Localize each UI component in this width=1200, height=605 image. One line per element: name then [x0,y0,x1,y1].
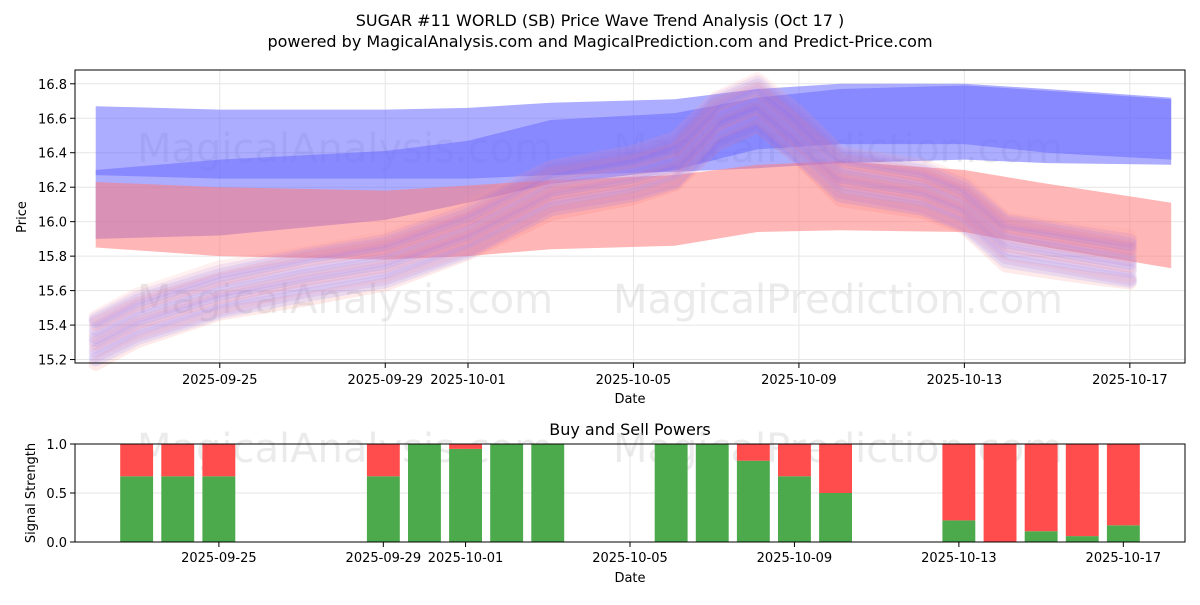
price-y-tick-label: 16.2 [38,181,67,196]
price-x-tick-label: 2025-10-09 [761,373,837,388]
price-y-tick-label: 15.6 [38,285,67,300]
price-wave-line [88,87,1137,339]
buy-power-bar [695,444,729,542]
buy-power-bar [778,476,811,542]
power-y-tick-label: 0.5 [46,487,67,502]
power-y-axis-label: Signal Strength [24,443,39,543]
sell-power-bar [778,444,811,477]
power-y-ticks: 0.0 0.5 1.0 [46,438,75,551]
chart-title: SUGAR #11 WORLD (SB) Price Wave Trend An… [356,11,845,30]
price-y-ticks: 15.2 15.4 15.6 15.8 16.0 16.2 16.4 16.6 16.8 [38,78,75,369]
sell-power-bar [1024,444,1058,532]
sell-power-bar [449,444,482,449]
price-y-tick-label: 16.8 [38,78,67,93]
power-x-tick-label: 2025-10-05 [592,551,668,566]
power-chart-title: Buy and Sell Powers [549,420,711,439]
sell-power-bar [736,444,770,461]
buy-power-bar [942,520,976,542]
buy-power-bar [490,444,524,542]
price-plot-frame [74,69,1186,364]
power-x-tick-label: 2025-10-09 [757,551,833,566]
buy-power-bar [202,476,236,542]
price-x-tick-label: 2025-09-29 [347,373,423,388]
sell-power-bar [1065,444,1099,537]
sell-power-bar [819,444,852,493]
price-wave-line [88,106,1137,358]
price-y-tick-label: 16.6 [38,112,67,127]
sell-power-bar [1106,444,1140,526]
price-wave-line [88,97,1137,347]
chart-subtitle: powered by MagicalAnalysis.com and Magic… [267,32,932,51]
price-wave-line [88,103,1137,354]
power-x-ticks: 2025-09-25 2025-09-29 2025-10-01 2025-10-05… [181,542,1161,566]
price-watermark-left-2: MagicalAnalysis.com [137,277,553,323]
buy-power-bar [120,476,154,542]
price-y-tick-label: 16.0 [38,216,67,231]
price-watermark-right-2: MagicalPrediction.com [613,277,1063,323]
sell-power-bar [983,444,1017,542]
power-x-tick-label: 2025-09-25 [181,551,257,566]
price-x-tick-label: 2025-10-05 [596,373,672,388]
price-y-axis-label: Price [15,201,30,233]
buy-power-bar [1024,531,1058,542]
price-wave-line [88,94,1137,345]
sell-power-bar [366,444,400,477]
power-x-tick-label: 2025-10-01 [428,551,504,566]
power-bars [120,444,1140,542]
power-x-axis-label: Date [614,571,645,586]
price-x-tick-label: 2025-09-25 [182,373,258,388]
price-y-tick-label: 16.4 [38,147,67,162]
price-x-tick-label: 2025-10-13 [927,373,1003,388]
buy-power-bar [366,476,400,542]
buy-power-bar [736,460,770,542]
power-x-tick-label: 2025-10-17 [1086,551,1162,566]
buy-power-bar [819,493,852,542]
price-wave-line [88,112,1137,363]
sell-power-bar [202,444,236,477]
power-y-tick-label: 1.0 [46,438,67,453]
buy-power-bar [1106,525,1140,542]
price-band-3 [95,161,1172,269]
power-x-tick-label: 2025-09-29 [346,551,422,566]
price-bands [95,83,1172,269]
buy-power-bar [531,444,565,542]
buy-power-bar [1065,536,1099,542]
buy-power-bar [161,476,195,542]
sell-power-bar [120,444,154,477]
price-wave-line [88,115,1137,367]
price-wave-line [88,109,1137,359]
price-y-tick-label: 15.8 [38,250,67,265]
price-x-axis-label: Date [614,392,645,407]
price-wave-line [88,78,1137,329]
power-x-tick-label: 2025-10-13 [921,551,997,566]
price-wave-line [88,90,1137,341]
power-chart: Buy and Sell Powers MagicalAnalysis.com … [24,420,1186,586]
power-y-tick-label: 0.0 [46,536,67,551]
sell-power-bar [942,444,976,521]
price-wave-line [88,81,1137,331]
buy-power-bar [449,448,482,542]
price-x-tick-label: 2025-10-01 [430,373,506,388]
price-y-tick-label: 15.2 [38,354,67,369]
price-x-ticks: 2025-09-25 2025-09-29 2025-10-01 2025-10-05… [182,363,1168,388]
price-wave-line [88,75,1137,326]
price-wave-line [88,100,1137,351]
buy-power-bar [654,444,688,542]
price-wave-line [88,84,1137,336]
buy-power-bar [408,444,441,542]
sell-power-bar [161,444,195,477]
price-waves [88,72,1137,371]
price-chart: MagicalAnalysis.com MagicalPrediction.co… [15,69,1186,407]
price-x-tick-label: 2025-10-17 [1092,373,1168,388]
price-y-tick-label: 15.4 [38,319,67,334]
price-wave-line [88,118,1137,371]
price-wave-line [88,72,1137,324]
